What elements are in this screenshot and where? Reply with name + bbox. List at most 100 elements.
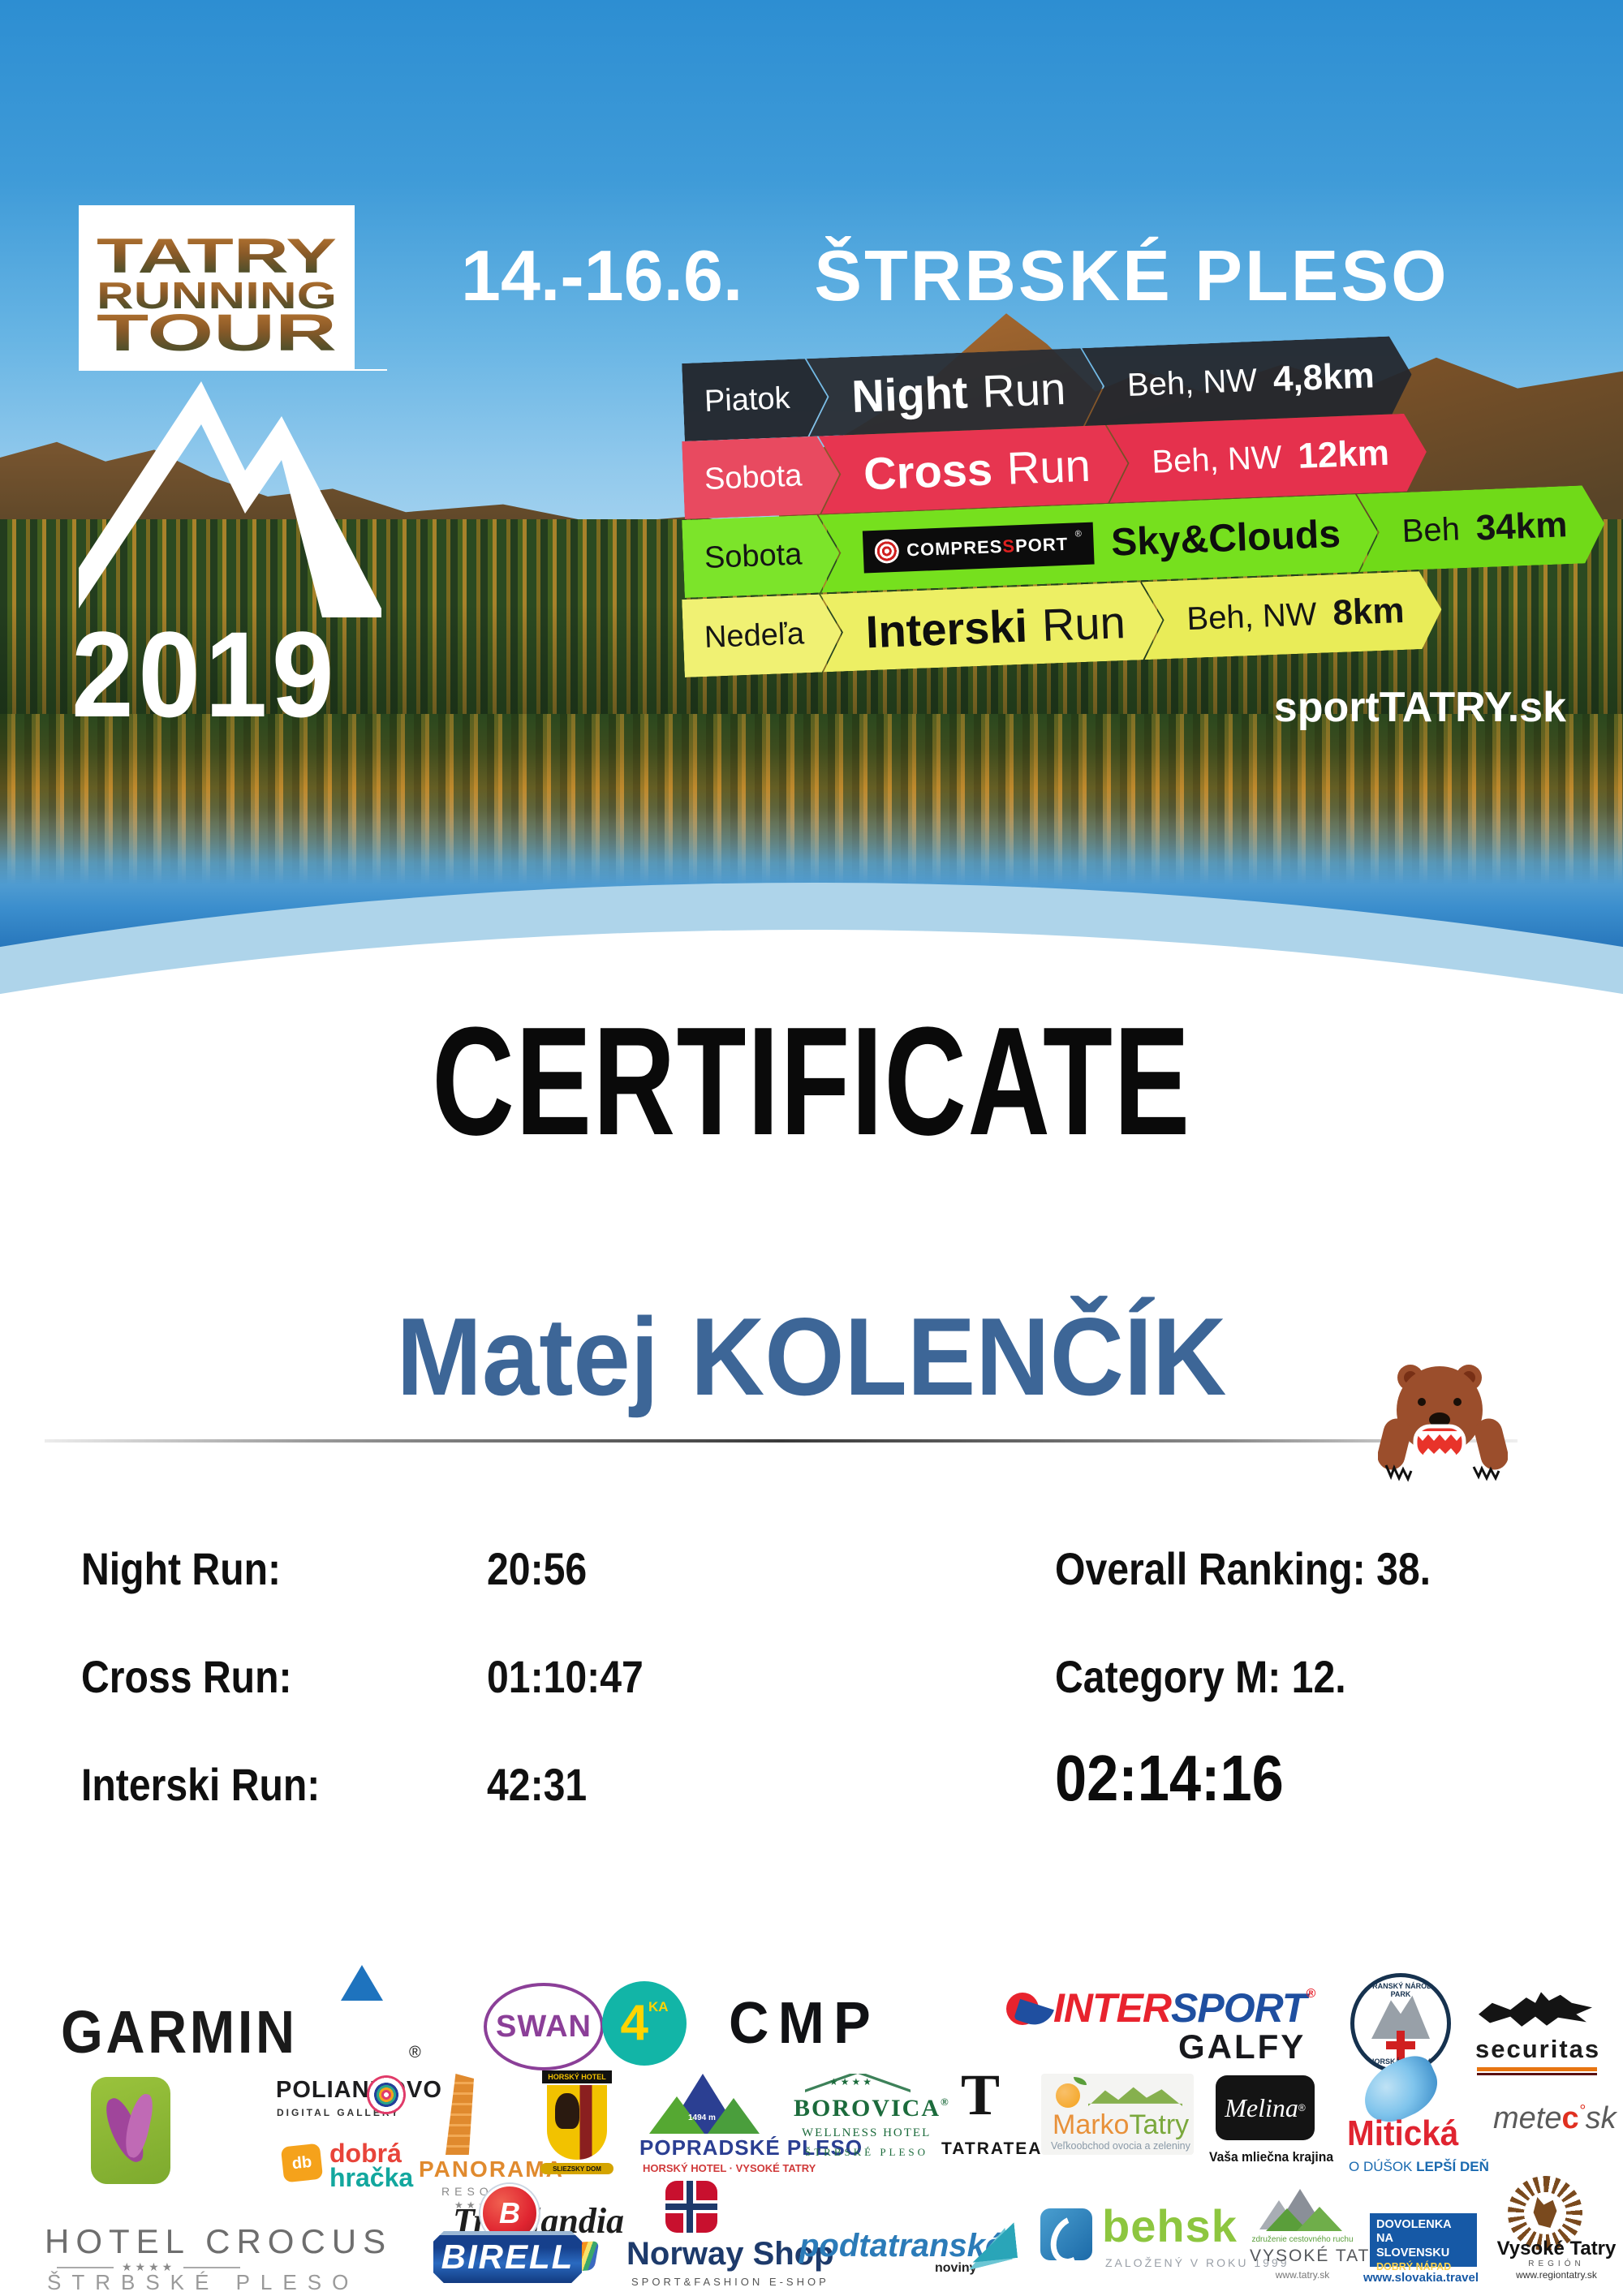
- intersport-logo: INTERSPORT®: [1053, 1985, 1315, 2031]
- garmin-reg: ®: [409, 2044, 421, 2062]
- swan-logo: SWAN: [484, 1983, 604, 2070]
- category-ranking: Category M: 12.: [1055, 1651, 1346, 1702]
- overall-ranking: Overall Ranking: 38.: [1055, 1543, 1431, 1594]
- athlete-name: Matej KOLENČÍK: [57, 1296, 1566, 1418]
- mountain-line-icon: [1088, 2087, 1182, 2106]
- behsk-subtitle: ZALOŽENÝ V ROKU 1999: [1105, 2256, 1289, 2269]
- intersport-swoosh-icon: [1014, 1998, 1054, 2031]
- sliezsky-dom-shield-icon: [547, 2085, 607, 2160]
- name-divider: [45, 1439, 1518, 1443]
- header-photo: TATRY RUNNING TOUR 2019 14.-16.6. ŠTRBSK…: [0, 0, 1623, 1000]
- logo-line-tatry: TATRY: [97, 229, 337, 283]
- 4ka-logo: 4 KA: [602, 1981, 687, 2066]
- logo-line-tour: TOUR: [97, 303, 337, 362]
- event-title: 14.-16.6. ŠTRBSKÉ PLESO: [461, 240, 1449, 312]
- hotel-crocus-subtitle: ŠTRBSKÉ PLESO: [47, 2270, 359, 2294]
- tatratea-logo: TATRATEA: [941, 2139, 1043, 2158]
- banner-distance: Beh, NW 4,8km: [1082, 336, 1413, 426]
- poliankovo-logo: POLIANKOVO: [276, 2077, 442, 2103]
- vysoke-tatry-logo: VYSOKÉ TATRY: [1250, 2247, 1397, 2265]
- region-tatry-subtitle: REGIÓN: [1528, 2259, 1585, 2268]
- panorama-logo: PANORAMA: [419, 2156, 564, 2182]
- hotel-crocus-icon: [91, 2077, 170, 2184]
- popradske-altitude: 1494 m: [688, 2113, 716, 2122]
- securitas-bar: [1477, 2073, 1597, 2075]
- athlete-last-name: KOLENČÍK: [690, 1295, 1227, 1418]
- marko-tatry-subtitle: Veľkoobchod ovocia a zeleniny: [1051, 2140, 1190, 2152]
- banner-name: Night Run: [807, 347, 1104, 436]
- securitas-eagle-icon: [1479, 1992, 1592, 2027]
- event-place: ŠTRBSKÉ PLESO: [814, 235, 1449, 316]
- borovica-subtitle: WELLNESS HOTEL: [802, 2126, 932, 2139]
- banner-name: Interski Run: [820, 581, 1164, 672]
- dobra-hracka-icon: db: [280, 2143, 324, 2183]
- result-label: Interski Run:: [81, 1759, 321, 1810]
- melina-logo: Melina ®: [1216, 2075, 1315, 2140]
- borovica-logo: BOROVICA®: [794, 2095, 950, 2122]
- behsk-icon: [1040, 2208, 1100, 2272]
- slovakia-travel-logo: DOVOLENKA NA SLOVENSKU DOBRÝ NÁPAD: [1370, 2213, 1477, 2272]
- compressport-logo: COMPRESSPORT ®: [863, 522, 1094, 574]
- banner-day: Sobota: [682, 514, 841, 598]
- birell-logo: BIRELL: [433, 2231, 582, 2283]
- banner-distance: Beh 34km: [1357, 484, 1606, 572]
- banner-day: Nedeľa: [682, 594, 843, 677]
- logo-mountain-icon: [79, 369, 387, 617]
- popradske-pleso-logo: POPRADSKÉ PLESO: [639, 2135, 863, 2160]
- result-value: 01:10:47: [487, 1651, 644, 1702]
- region-tatry-url: www.regiontatry.sk: [1516, 2269, 1597, 2281]
- norway-shop-logo: Norway Shop: [626, 2236, 834, 2272]
- hotel-crocus-logo: HOTEL CROCUS: [45, 2222, 393, 2260]
- tatry-running-tour-logo: TATRY RUNNING TOUR: [79, 205, 355, 371]
- result-value: 42:31: [487, 1759, 588, 1810]
- marko-tatry-logo: MarkoTatry Veľkoobchod ovocia a zeleniny: [1041, 2074, 1194, 2155]
- norway-shop-subtitle: SPORT&FASHION E-SHOP: [631, 2276, 829, 2288]
- popradske-pleso-subtitle: HORSKÝ HOTEL · VYSOKÉ TATRY: [643, 2162, 816, 2174]
- bear-mascot-icon: [1378, 1365, 1508, 1482]
- poliankovo-swirl-icon: [367, 2075, 406, 2114]
- logo-year: 2019: [71, 606, 339, 742]
- miticka-logo: Mitická: [1347, 2113, 1459, 2153]
- dobra-hracka-logo: dobrá: [329, 2139, 402, 2168]
- result-label: Night Run:: [81, 1543, 282, 1594]
- vysoke-tatry-url: www.tatry.sk: [1275, 2269, 1330, 2281]
- galfy-logo: GALFY: [1178, 2027, 1307, 2066]
- website-url: sportTATRY.sk: [1273, 684, 1566, 731]
- miticka-tagline: O DÚŠOK LEPŠÍ DEŇ: [1349, 2159, 1489, 2174]
- securitas-logo: securitas: [1475, 2035, 1601, 2063]
- behsk-logo: behsk: [1102, 2200, 1238, 2251]
- meteo-logo: metec°sk: [1493, 2101, 1617, 2135]
- sliezsky-dom-ribbon: SLIEZSKY DOM: [540, 2163, 613, 2174]
- tatratea-t-icon: T: [961, 2062, 1001, 2127]
- borovica-stars: ★★★★: [829, 2076, 875, 2087]
- sliezsky-dom-banner: HORSKÝ HOTEL: [542, 2070, 612, 2083]
- garmin-logo: GARMIN: [61, 1998, 298, 2066]
- logo-line-running: RUNNING: [97, 274, 337, 316]
- poliankovo-subtitle: DIGITAL GALLERY: [277, 2107, 401, 2118]
- result-value: 20:56: [487, 1543, 588, 1594]
- goat-icon: [1533, 2197, 1557, 2228]
- region-tatry-logo: Vysoké Tatry: [1496, 2238, 1617, 2259]
- result-label: Cross Run:: [81, 1651, 292, 1702]
- banner-distance: Beh, NW 8km: [1142, 570, 1444, 660]
- shield-eagle-icon: [555, 2093, 579, 2129]
- norway-flag-icon: [665, 2181, 717, 2233]
- banner-distance: Beh, NW 12km: [1107, 413, 1428, 503]
- compressport-icon: [875, 539, 900, 564]
- photo-lake-reflection: [0, 714, 1623, 884]
- slovakia-travel-url: www.slovakia.travel: [1363, 2271, 1479, 2285]
- banner-name: Cross Run: [818, 424, 1129, 514]
- banner-day: Sobota: [682, 436, 841, 519]
- total-time: 02:14:16: [1055, 1742, 1284, 1814]
- hotel-crocus-stars: ★★★★: [57, 2260, 241, 2274]
- panorama-tower-icon: [445, 2074, 474, 2155]
- event-dates: 14.-16.6.: [461, 235, 743, 316]
- melina-tagline: Vaša mliečna krajina: [1209, 2149, 1334, 2165]
- athlete-first-name: Matej: [396, 1295, 659, 1418]
- apple-icon: [1056, 2083, 1080, 2108]
- garmin-triangle-icon: [341, 1965, 383, 2001]
- podtatranske-noviny-logo: podtatranské: [799, 2228, 1004, 2264]
- page-title: CERTIFICATE: [432, 995, 1191, 1167]
- banner-day: Piatok: [682, 358, 829, 441]
- cmp-logo: CMP: [729, 1991, 880, 2056]
